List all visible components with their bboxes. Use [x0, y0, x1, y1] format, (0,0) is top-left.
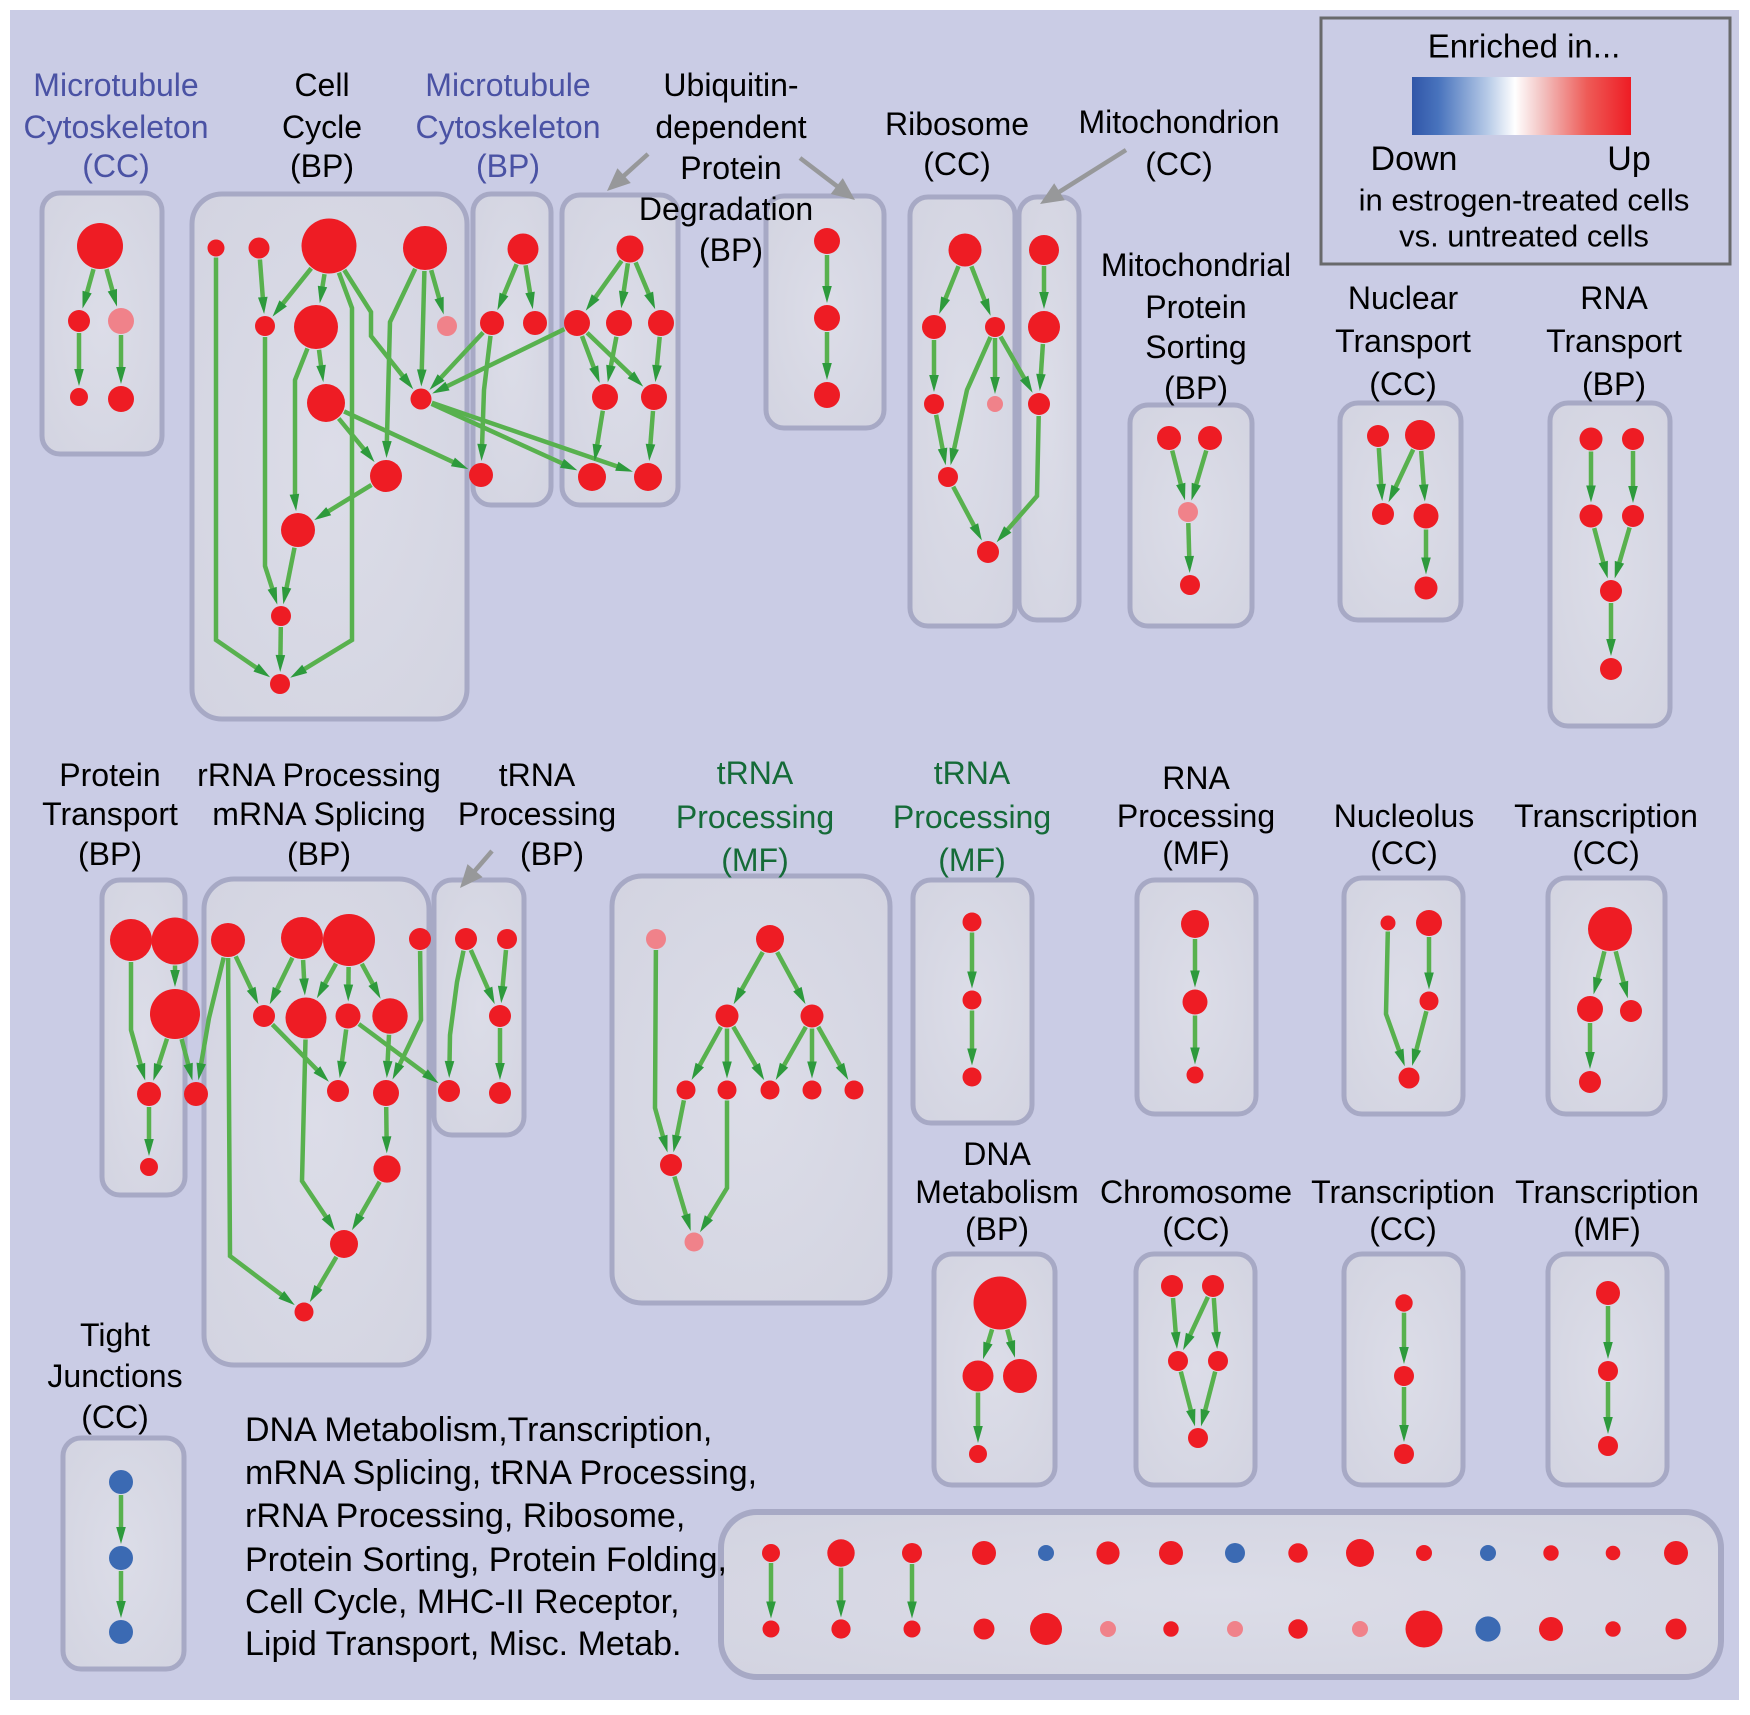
svg-text:Transport: Transport: [1546, 323, 1682, 359]
svg-text:Junctions: Junctions: [47, 1358, 182, 1394]
svg-text:(CC): (CC): [81, 1399, 149, 1435]
svg-text:(CC): (CC): [923, 146, 991, 182]
svg-text:(CC): (CC): [1145, 146, 1213, 182]
svg-text:Sorting: Sorting: [1145, 329, 1246, 365]
svg-text:(BP): (BP): [476, 148, 540, 184]
svg-text:Microtubule: Microtubule: [425, 67, 590, 103]
svg-text:RNA: RNA: [1162, 760, 1230, 796]
svg-text:Nuclear: Nuclear: [1348, 280, 1459, 316]
svg-text:(BP): (BP): [699, 232, 763, 268]
svg-text:Metabolism: Metabolism: [915, 1174, 1079, 1210]
svg-text:(MF): (MF): [938, 842, 1006, 878]
svg-text:Protein: Protein: [59, 757, 160, 793]
svg-text:Transcription: Transcription: [1311, 1174, 1495, 1210]
svg-text:Mitochondrion: Mitochondrion: [1079, 104, 1280, 140]
svg-text:Up: Up: [1607, 140, 1650, 178]
svg-text:Transcription: Transcription: [1515, 1174, 1699, 1210]
svg-text:(BP): (BP): [1582, 366, 1646, 402]
svg-text:Cell: Cell: [294, 67, 349, 103]
svg-text:Degradation: Degradation: [639, 191, 813, 227]
svg-text:Lipid Transport, Misc. Metab.: Lipid Transport, Misc. Metab.: [245, 1625, 682, 1663]
svg-text:(CC): (CC): [1162, 1211, 1230, 1247]
svg-text:Processing: Processing: [893, 799, 1051, 835]
svg-text:RNA: RNA: [1580, 280, 1648, 316]
svg-text:Microtubule: Microtubule: [33, 67, 198, 103]
svg-text:(MF): (MF): [1573, 1211, 1641, 1247]
svg-text:rRNA Processing: rRNA Processing: [197, 757, 441, 793]
svg-text:(CC): (CC): [1370, 835, 1438, 871]
svg-text:Nucleolus: Nucleolus: [1334, 798, 1475, 834]
svg-text:Protein Sorting, Protein Foldi: Protein Sorting, Protein Folding,: [245, 1541, 727, 1579]
svg-text:(BP): (BP): [290, 148, 354, 184]
svg-text:Protein: Protein: [1145, 289, 1246, 325]
svg-text:Processing: Processing: [676, 799, 834, 835]
svg-text:tRNA: tRNA: [499, 757, 576, 793]
svg-text:tRNA: tRNA: [717, 755, 794, 791]
svg-text:Cell Cycle, MHC-II Receptor,: Cell Cycle, MHC-II Receptor,: [245, 1583, 680, 1621]
svg-text:(MF): (MF): [1162, 835, 1230, 871]
svg-text:Cycle: Cycle: [282, 109, 362, 145]
svg-text:Cytoskeleton: Cytoskeleton: [24, 109, 209, 145]
svg-text:Enriched in...: Enriched in...: [1428, 28, 1621, 65]
svg-text:Tight: Tight: [80, 1317, 150, 1353]
svg-text:mRNA Splicing: mRNA Splicing: [212, 796, 425, 832]
svg-text:(BP): (BP): [965, 1211, 1029, 1247]
svg-text:Cytoskeleton: Cytoskeleton: [416, 109, 601, 145]
svg-text:(CC): (CC): [82, 148, 150, 184]
svg-text:Mitochondrial: Mitochondrial: [1101, 247, 1291, 283]
svg-text:vs. untreated cells: vs. untreated cells: [1399, 219, 1649, 254]
svg-text:(BP): (BP): [287, 836, 351, 872]
svg-text:(BP): (BP): [1164, 370, 1228, 406]
svg-text:(CC): (CC): [1369, 366, 1437, 402]
svg-text:Processing: Processing: [458, 796, 616, 832]
svg-text:Processing: Processing: [1117, 798, 1275, 834]
svg-text:DNA Metabolism,Transcription,: DNA Metabolism,Transcription,: [245, 1411, 712, 1449]
svg-text:Transport: Transport: [42, 796, 178, 832]
svg-text:mRNA Splicing, tRNA Processing: mRNA Splicing, tRNA Processing,: [245, 1454, 757, 1492]
svg-text:rRNA Processing, Ribosome,: rRNA Processing, Ribosome,: [245, 1497, 685, 1535]
svg-text:Protein: Protein: [680, 150, 781, 186]
svg-text:(MF): (MF): [721, 842, 789, 878]
svg-text:Ubiquitin-: Ubiquitin-: [663, 67, 798, 103]
svg-text:(CC): (CC): [1572, 835, 1640, 871]
svg-text:(BP): (BP): [78, 836, 142, 872]
svg-text:in estrogen-treated cells: in estrogen-treated cells: [1359, 183, 1690, 218]
svg-text:Chromosome: Chromosome: [1100, 1174, 1292, 1210]
svg-text:Transcription: Transcription: [1514, 798, 1698, 834]
svg-text:Ribosome: Ribosome: [885, 106, 1029, 142]
svg-text:Transport: Transport: [1335, 323, 1471, 359]
svg-text:(CC): (CC): [1369, 1211, 1437, 1247]
svg-text:tRNA: tRNA: [934, 755, 1011, 791]
svg-text:dependent: dependent: [655, 109, 806, 145]
svg-text:(BP): (BP): [520, 836, 584, 872]
svg-text:DNA: DNA: [963, 1136, 1031, 1172]
svg-text:Down: Down: [1371, 140, 1458, 178]
